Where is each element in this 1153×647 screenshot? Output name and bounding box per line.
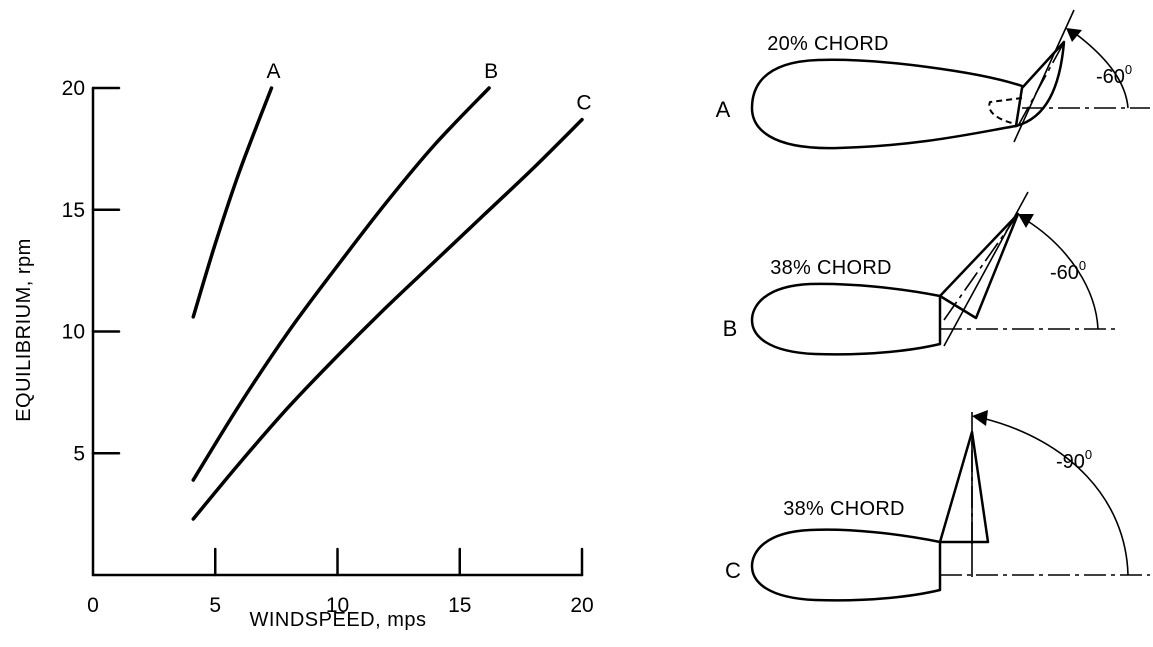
- y-tick-label: 20: [62, 77, 85, 100]
- series-labels: A B C: [266, 60, 591, 115]
- y-tick-label: 10: [62, 321, 85, 344]
- x-tick-label: 5: [209, 594, 221, 617]
- series-label-b: B: [484, 60, 498, 83]
- series-line-a: [191, 86, 274, 319]
- x-axis-title: WINDSPEED, mps: [249, 609, 426, 631]
- arrowhead-icon: [1066, 28, 1082, 42]
- diagram-b-flap-chord-line: [943, 219, 1015, 321]
- diagram-c-airfoil: [750, 528, 942, 602]
- series-label-c: C: [576, 92, 591, 115]
- flap-diagram-c: C 38% CHORD -900: [725, 410, 1150, 602]
- diagram-a-chord-label: 20% CHORD: [767, 33, 889, 55]
- diagram-a-deflection-line: [1013, 9, 1075, 143]
- diagram-b-angle-arc: [1025, 219, 1099, 330]
- diagram-c-chord-label: 38% CHORD: [783, 498, 905, 520]
- y-tick-label: 15: [62, 199, 85, 222]
- flap-diagram-a: A 20% CHORD -600: [716, 9, 1150, 150]
- x-tick-label: 10: [326, 594, 349, 617]
- diagram-c-flap: [938, 430, 990, 544]
- diagram-b-chord-label: 38% CHORD: [770, 257, 892, 279]
- diagram-a-flap: [1014, 40, 1066, 128]
- diagram-a-angle-label: -600: [1096, 62, 1132, 88]
- diagram-b-angle-label: -600: [1050, 258, 1086, 284]
- y-axis-title: EQUILIBRIUM, rpm: [13, 238, 35, 422]
- x-tick-label: 0: [87, 594, 99, 617]
- diagram-b-deflection-line: [943, 191, 1029, 347]
- diagram-b-airfoil: [750, 282, 942, 356]
- diagram-c-angle-label: -900: [1056, 447, 1092, 473]
- rpm-vs-windspeed-chart: 0 5 10 15 20 5 10 15 20 A B C WINDSPEED, mps EQUIL…: [13, 60, 594, 631]
- diagram-a-airfoil: [750, 58, 1024, 150]
- diagram-b-flap: [938, 212, 1020, 320]
- y-tick-label: 5: [73, 442, 85, 465]
- series-layer: [191, 86, 584, 521]
- diagram-a-angle-arc: [1075, 33, 1129, 109]
- x-tick-label: 20: [570, 594, 593, 617]
- diagram-b-letter: B: [723, 316, 738, 341]
- flap-diagram-b: B 38% CHORD -600: [723, 191, 1118, 356]
- series-line-c: [191, 117, 584, 521]
- diagram-c-angle-arc: [981, 417, 1129, 576]
- tick-labels: 0 5 10 15 20 5 10 15 20: [62, 77, 594, 617]
- x-tick-label: 15: [448, 594, 471, 617]
- axis-ticks: [91, 86, 584, 577]
- series-label-a: A: [266, 60, 280, 83]
- series-line-b: [191, 86, 491, 482]
- diagram-c-letter: C: [725, 558, 741, 583]
- arrowhead-icon: [972, 410, 988, 426]
- arrowhead-icon: [1018, 214, 1034, 228]
- diagram-a-letter: A: [716, 97, 731, 122]
- diagram-a-flap-neutral: [988, 97, 1023, 125]
